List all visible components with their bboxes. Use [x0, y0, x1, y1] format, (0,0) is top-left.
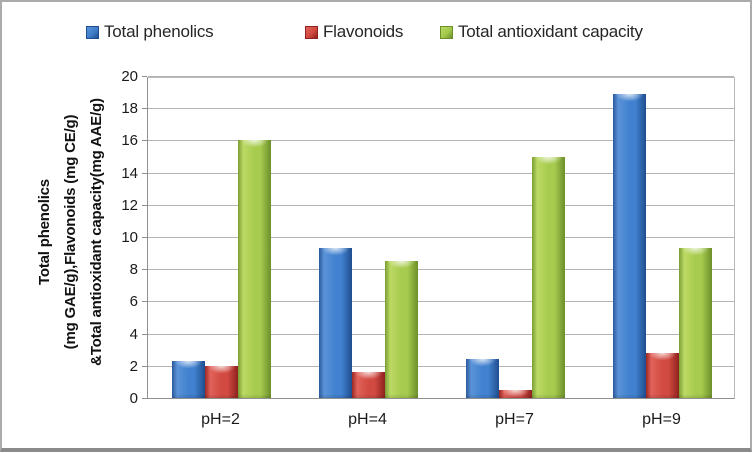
bar-total-antioxidant-capacity-pH9	[679, 248, 712, 398]
legend-swatch-total-phenolics-icon	[86, 25, 99, 39]
y-axis-tick-icon	[142, 140, 147, 142]
gridline	[148, 204, 734, 206]
y-tick-label: 4	[129, 325, 138, 343]
y-axis-tick-icon	[142, 269, 147, 271]
legend-label: Total phenolics	[104, 22, 214, 41]
x-category-label: pH=2	[201, 411, 240, 428]
y-tick-label: 18	[121, 100, 138, 118]
y-tick-label: 20	[121, 68, 138, 85]
y-axis-tick-icon	[142, 76, 147, 77]
bar-flavonoids-pH2	[205, 365, 238, 399]
y-axis-tick-icon	[142, 398, 147, 399]
y-tick-label: 0	[129, 390, 138, 407]
bar-flavonoids-pH7	[499, 389, 532, 401]
legend-item-total-phenolics: Total phenolics	[86, 21, 214, 43]
y-axis-tick-icon	[142, 365, 147, 367]
bar-flavonoids-pH9	[646, 352, 679, 399]
legend-swatch-total-antioxidant-capacity-icon	[440, 25, 453, 39]
gridline	[148, 269, 734, 271]
gridline	[148, 237, 734, 238]
y-axis-tick-icon	[142, 237, 147, 238]
bar-total-phenolics-pH9	[613, 93, 646, 399]
bar-flavonoids-pH4	[352, 372, 385, 398]
y-axis-tick-icon	[142, 108, 147, 110]
bar-total-antioxidant-capacity-pH7	[532, 156, 565, 398]
legend-swatch-flavonoids-icon	[305, 25, 318, 39]
gridline	[148, 365, 734, 367]
gridline	[148, 333, 734, 335]
bar-total-phenolics-pH4	[319, 248, 352, 398]
y-axis-title-line: (mg GAE/g),Flavonoids (mg CE/g)	[62, 114, 79, 350]
bar-total-antioxidant-capacity-pH4	[385, 261, 418, 398]
bar-total-phenolics-pH2	[172, 360, 205, 399]
y-axis-title-line: Total phenolics	[36, 179, 53, 285]
y-tick-label: 16	[121, 132, 138, 150]
bar-total-phenolics-pH7	[466, 359, 499, 398]
y-axis-tick-icon	[142, 204, 147, 206]
y-tick-label: 6	[129, 293, 138, 311]
y-tick-label: 14	[121, 164, 138, 182]
y-tick-label: 2	[129, 357, 138, 375]
bar-total-antioxidant-capacity-pH2	[238, 140, 271, 398]
x-category-label: pH=7	[495, 411, 534, 428]
x-category-label: pH=4	[348, 411, 387, 428]
legend-item-flavonoids: Flavonoids	[305, 21, 403, 43]
y-tick-label: 8	[129, 261, 138, 279]
plot-area	[147, 76, 735, 401]
y-axis-tick-icon	[142, 333, 147, 335]
y-axis-tick-icon	[142, 301, 147, 303]
y-axis-tick-icon	[142, 172, 147, 174]
gridline	[148, 301, 734, 303]
y-tick-label: 10	[121, 229, 138, 246]
x-category-label: pH=9	[642, 411, 681, 428]
legend-item-total-antioxidant-capacity: Total antioxidant capacity	[440, 21, 643, 43]
y-tick-label: 12	[121, 196, 138, 214]
legend-label: Total antioxidant capacity	[458, 22, 643, 41]
y-axis-title: Total phenolics (mg GAE/g),Flavonoids (m…	[32, 62, 116, 402]
legend-label: Flavonoids	[323, 22, 404, 41]
gridline	[148, 76, 734, 77]
gridline	[148, 108, 734, 110]
gridline	[148, 140, 734, 142]
gridline	[148, 172, 734, 174]
